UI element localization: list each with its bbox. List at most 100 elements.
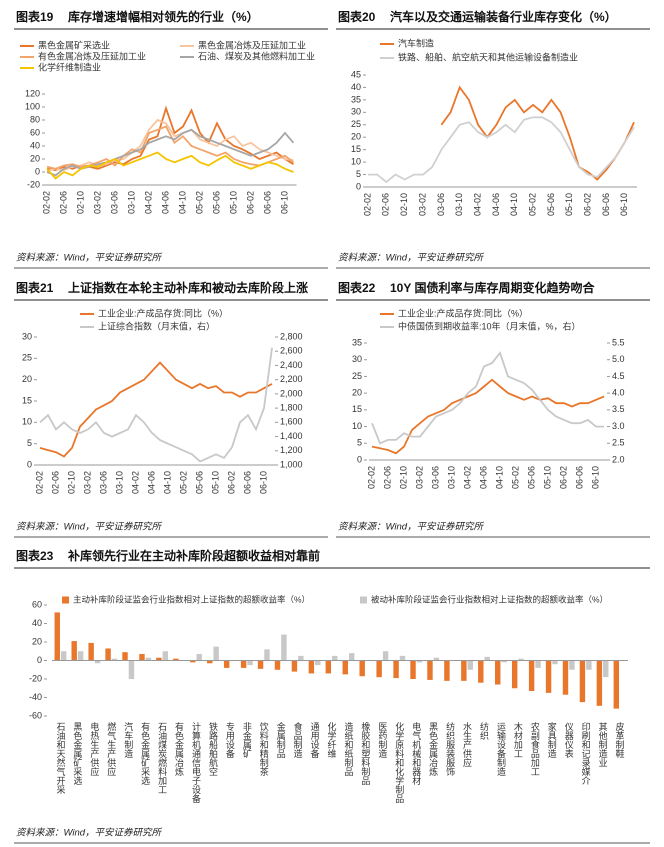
bar (315, 660, 321, 666)
x-tick-label: 03-06 (98, 471, 108, 494)
y2-tick-label: 2.5 (612, 438, 625, 448)
legend-label: 工业企业:产成品存货:同比（%） (98, 307, 228, 318)
bar (298, 655, 304, 661)
figure-title: 上证指数在本轮主动补库和被动去库阶段上涨 (68, 280, 308, 295)
x-tick-label: 06-10 (258, 471, 268, 494)
y2-tick-label: 1,600 (280, 417, 303, 427)
x-tick-label: 电热生产供应 (89, 721, 99, 777)
series-line (46, 118, 294, 172)
legend-label: 主动补库阶段证监会行业指数相对上证指数的超额收益率（%） (73, 594, 310, 604)
x-tick-label: 02-06 (58, 191, 68, 214)
bar (190, 660, 196, 663)
x-tick-label: 05-02 (527, 193, 537, 216)
y-tick-label: 5 (356, 169, 361, 179)
x-tick-label: 汽车制造 (123, 721, 133, 759)
legend-label: 石油、煤炭及其他燃料加工业 (198, 50, 315, 61)
y-tick-label: -40 (29, 692, 42, 702)
x-tick-label: 02-02 (41, 191, 51, 214)
y-tick-label: 15 (352, 404, 362, 414)
bar (342, 660, 348, 675)
legend-label: 上证综合指数（月末值，右） (98, 320, 215, 331)
x-tick-label: 02-02 (34, 471, 44, 494)
bar (511, 660, 518, 689)
x-tick-label: 03-10 (454, 193, 464, 216)
bar (257, 660, 264, 669)
x-tick-label: 06-02 (245, 191, 255, 214)
bar (467, 660, 473, 670)
x-tick-label: 橡胶和塑料制品 (360, 721, 370, 786)
bar (535, 660, 541, 668)
bar (105, 648, 111, 661)
figure-label: 图表23 (16, 548, 54, 563)
x-tick-label: 饮料和精制茶 (259, 721, 269, 776)
bar (569, 660, 575, 670)
x-tick-label: 印刷和记录媒介 (581, 721, 591, 785)
y-tick-label: 80 (30, 114, 40, 124)
bar (427, 660, 433, 680)
x-tick-label: 04-02 (143, 191, 153, 214)
series-line (440, 85, 635, 181)
y-tick-label: 35 (352, 337, 362, 347)
bar (376, 660, 382, 678)
y2-tick-label: 4.5 (612, 371, 625, 381)
x-tick-label: 05-10 (228, 191, 238, 214)
bar (128, 660, 135, 679)
x-tick-label: 05-02 (510, 466, 520, 489)
y2-tick-label: 1,800 (280, 402, 303, 412)
legend-label: 工业企业:产成品存货:同比（%） (398, 307, 528, 318)
x-tick-label: 02-10 (66, 471, 76, 494)
bar (528, 660, 535, 692)
y-tick-label: 15 (22, 395, 32, 405)
series-line (368, 116, 635, 184)
bar (325, 660, 332, 674)
source-note: 资料来源：Wind，平安证券研究所 (338, 252, 485, 264)
bar (122, 652, 128, 661)
source-note: 资料来源：Wind，平安证券研究所 (338, 521, 485, 533)
x-tick-label: 燃气生产供应 (106, 721, 116, 777)
bar (54, 612, 60, 661)
x-tick-label: 06-06 (242, 471, 252, 494)
x-tick-label: 金属制品 (276, 721, 286, 759)
bar (223, 660, 230, 668)
x-tick-label: 04-10 (177, 191, 187, 214)
bar (410, 660, 416, 679)
y2-tick-label: 3.5 (612, 404, 625, 414)
y-tick-label: 0 (37, 655, 42, 665)
y2-tick-label: 1,200 (280, 445, 303, 455)
x-tick-label: 运输设备制造 (496, 722, 506, 777)
bar (196, 654, 202, 661)
x-tick-label: 02-10 (398, 466, 408, 489)
bar (416, 660, 423, 663)
x-tick-label: 有色金属矿采选 (140, 721, 150, 786)
y2-tick-label: 2.0 (612, 454, 625, 464)
legend-label: 黑色金属冶炼及压延加工业 (198, 39, 306, 50)
bar (399, 655, 406, 661)
bar (274, 660, 281, 670)
x-tick-label: 通用设备 (310, 722, 320, 758)
x-tick-label: 05-10 (210, 471, 220, 494)
x-tick-label: 06-06 (262, 191, 272, 214)
figure-label: 图表20 (338, 9, 376, 24)
x-tick-label: 农副食品加工 (530, 721, 540, 776)
bar (613, 660, 620, 709)
bar (478, 660, 484, 683)
bar (247, 660, 253, 666)
y-tick-label: 120 (25, 88, 40, 98)
y-tick-label: 25 (351, 119, 361, 129)
bar (156, 657, 162, 661)
bar (433, 657, 440, 661)
y-tick-label: -60 (29, 710, 42, 720)
bar (603, 660, 609, 678)
bar (111, 658, 118, 661)
y-tick-label: 10 (351, 156, 361, 166)
legend-swatch (360, 596, 367, 604)
x-tick-label: 铁路船舶航空 (208, 721, 218, 776)
bar (71, 641, 77, 661)
bar (518, 658, 524, 661)
bar (579, 660, 586, 703)
x-tick-label: 03-10 (126, 191, 136, 214)
bar (501, 660, 507, 663)
x-tick-label: 计算机通信电子设备 (191, 721, 201, 803)
bar (444, 660, 450, 681)
